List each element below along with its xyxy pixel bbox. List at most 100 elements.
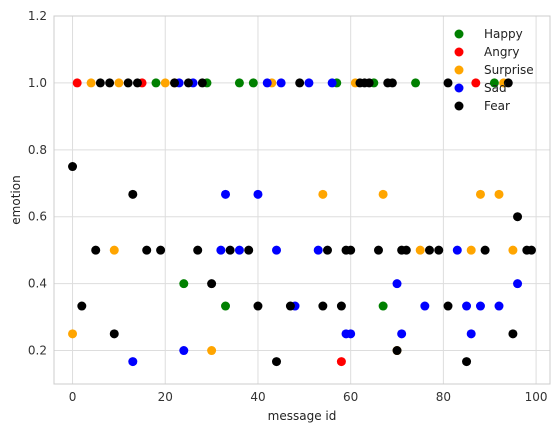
- sad-point: [327, 78, 337, 88]
- happy-point: [151, 78, 161, 88]
- surprise-point: [318, 189, 328, 199]
- sad-point: [128, 357, 138, 367]
- y-tick-label: 1.2: [28, 9, 47, 23]
- plot-frame: [53, 15, 551, 385]
- fear-point: [318, 301, 328, 311]
- fear-point: [526, 245, 536, 255]
- y-tick-label: 1.0: [28, 76, 47, 90]
- happy-point: [248, 78, 258, 88]
- surprise-point: [475, 189, 485, 199]
- fear-point: [443, 78, 453, 88]
- x-tick-label: 40: [250, 390, 265, 404]
- sad-point: [462, 301, 472, 311]
- legend-marker-angry: [454, 47, 464, 57]
- x-axis-label: message id: [268, 409, 337, 423]
- x-tick-label: 20: [158, 390, 173, 404]
- sad-point: [397, 329, 407, 339]
- fear-point: [424, 245, 434, 255]
- happy-point: [378, 301, 388, 311]
- fear-point: [364, 78, 374, 88]
- angry-point: [72, 78, 82, 88]
- legend-marker-surprise: [454, 65, 464, 75]
- happy-point: [179, 279, 189, 289]
- legend-label-angry: Angry: [484, 45, 519, 59]
- fear-point: [387, 78, 397, 88]
- x-tick-label: 80: [436, 390, 451, 404]
- sad-point: [346, 329, 356, 339]
- sad-point: [304, 78, 314, 88]
- surprise-point: [378, 189, 388, 199]
- fear-point: [401, 245, 411, 255]
- fear-point: [480, 245, 490, 255]
- legend-marker-fear: [454, 101, 464, 111]
- fear-point: [197, 78, 207, 88]
- y-tick-label: 0.4: [28, 277, 47, 291]
- fear-point: [105, 78, 115, 88]
- fear-point: [508, 329, 518, 339]
- fear-point: [322, 245, 332, 255]
- happy-point: [489, 78, 499, 88]
- sad-point: [179, 346, 189, 356]
- fear-point: [156, 245, 166, 255]
- fear-point: [77, 301, 87, 311]
- fear-point: [346, 245, 356, 255]
- legend: Happy Angry Surprise Sad Fear: [454, 27, 534, 113]
- fear-point: [132, 78, 142, 88]
- sad-point: [452, 245, 462, 255]
- surprise-point: [160, 78, 170, 88]
- data-points: [68, 78, 536, 367]
- y-axis-label: emotion: [9, 175, 23, 224]
- surprise-point: [466, 245, 476, 255]
- legend-label-sad: Sad: [484, 81, 507, 95]
- legend-marker-sad: [454, 83, 464, 93]
- fear-point: [434, 245, 444, 255]
- angry-point: [336, 357, 346, 367]
- fear-point: [207, 279, 217, 289]
- fear-point: [225, 245, 235, 255]
- fear-point: [170, 78, 180, 88]
- fear-point: [183, 78, 193, 88]
- sad-point: [494, 301, 504, 311]
- fear-point: [392, 346, 402, 356]
- tick-labels: 0 20 40 60 80 100 0.2 0.4 0.6 0.8 1.0 1.2: [28, 9, 548, 404]
- sad-point: [513, 279, 523, 289]
- fear-point: [68, 162, 78, 172]
- surprise-point: [508, 245, 518, 255]
- fear-point: [91, 245, 101, 255]
- sad-point: [272, 245, 282, 255]
- plot-area: [54, 16, 550, 384]
- sad-point: [420, 301, 430, 311]
- sad-point: [313, 245, 323, 255]
- sad-point: [475, 301, 485, 311]
- sad-point: [234, 245, 244, 255]
- fear-point: [503, 78, 513, 88]
- fear-point: [193, 245, 203, 255]
- surprise-point: [207, 346, 217, 356]
- angry-point: [471, 78, 481, 88]
- sad-point: [466, 329, 476, 339]
- legend-label-happy: Happy: [484, 27, 523, 41]
- fear-point: [285, 301, 295, 311]
- x-tick-label: 0: [69, 390, 77, 404]
- legend-label-fear: Fear: [484, 99, 510, 113]
- sad-point: [262, 78, 272, 88]
- fear-point: [109, 329, 119, 339]
- happy-point: [221, 301, 231, 311]
- fear-point: [513, 212, 523, 222]
- fear-point: [253, 301, 263, 311]
- sad-point: [221, 189, 231, 199]
- x-tick-label: 60: [343, 390, 358, 404]
- fear-point: [373, 245, 383, 255]
- legend-label-surprise: Surprise: [484, 63, 534, 77]
- fear-point: [142, 245, 152, 255]
- happy-point: [234, 78, 244, 88]
- fear-point: [443, 301, 453, 311]
- fear-point: [272, 357, 282, 367]
- fear-point: [244, 245, 254, 255]
- fear-point: [295, 78, 305, 88]
- fear-point: [336, 301, 346, 311]
- legend-marker-happy: [454, 29, 464, 39]
- surprise-point: [415, 245, 425, 255]
- y-tick-label: 0.2: [28, 344, 47, 358]
